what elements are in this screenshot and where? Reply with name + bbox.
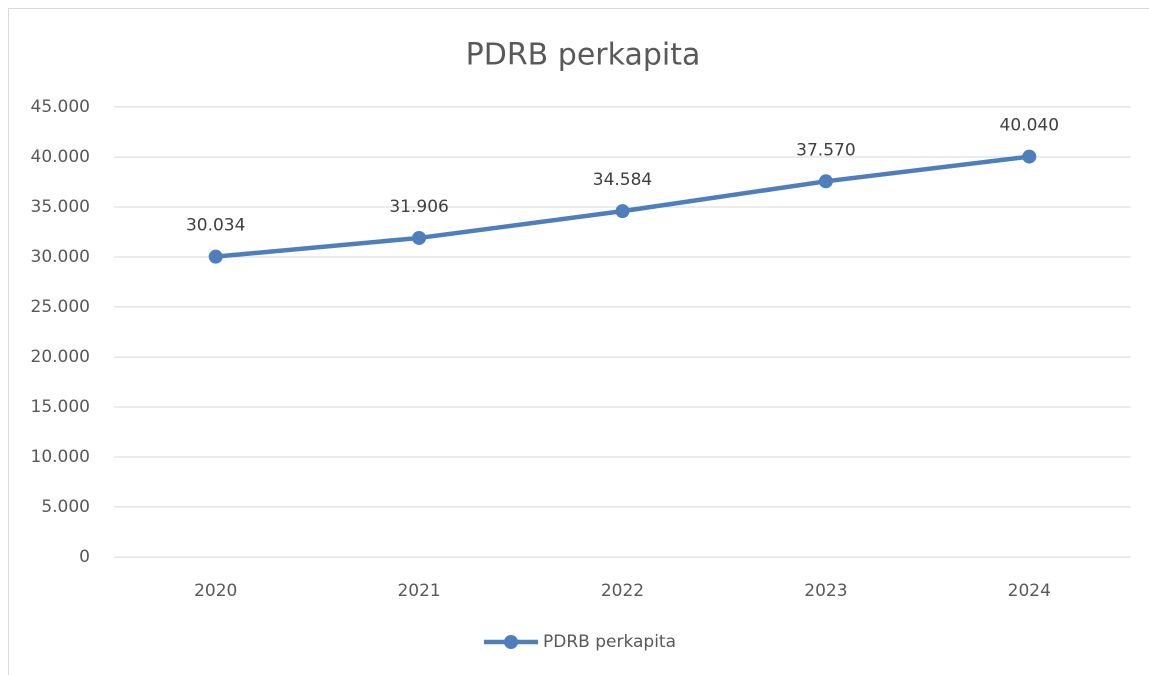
y-tick-label: 30.000	[31, 247, 90, 267]
y-tick-label: 40.000	[31, 147, 90, 167]
legend-marker	[504, 635, 518, 649]
y-tick-label: 0	[79, 547, 90, 567]
y-tick-label: 25.000	[31, 297, 90, 317]
chart-border	[8, 8, 1149, 675]
y-tick-label: 20.000	[31, 347, 90, 367]
data-point	[818, 174, 833, 189]
y-tick-label: 10.000	[31, 447, 90, 467]
data-point	[412, 230, 427, 245]
y-tick-label: 45.000	[31, 97, 90, 117]
x-tick-label: 2022	[601, 581, 644, 601]
data-point	[615, 204, 630, 219]
y-tick-label: 35.000	[31, 197, 90, 217]
x-tick-label: 2021	[397, 581, 440, 601]
y-tick-label: 5.000	[41, 497, 90, 517]
data-point	[1022, 149, 1037, 164]
data-label: 34.584	[593, 170, 652, 190]
data-label: 37.570	[796, 140, 855, 160]
data-label: 31.906	[389, 197, 448, 217]
x-tick-label: 2023	[804, 581, 847, 601]
data-label: 40.040	[1000, 116, 1059, 136]
y-tick-label: 15.000	[31, 397, 90, 417]
chart-title: PDRB perkapita	[466, 38, 701, 73]
legend-label: PDRB perkapita	[543, 632, 676, 652]
x-tick-label: 2024	[1008, 581, 1051, 601]
data-point	[208, 249, 223, 264]
x-tick-label: 2020	[194, 581, 237, 601]
data-label: 30.034	[186, 216, 245, 236]
